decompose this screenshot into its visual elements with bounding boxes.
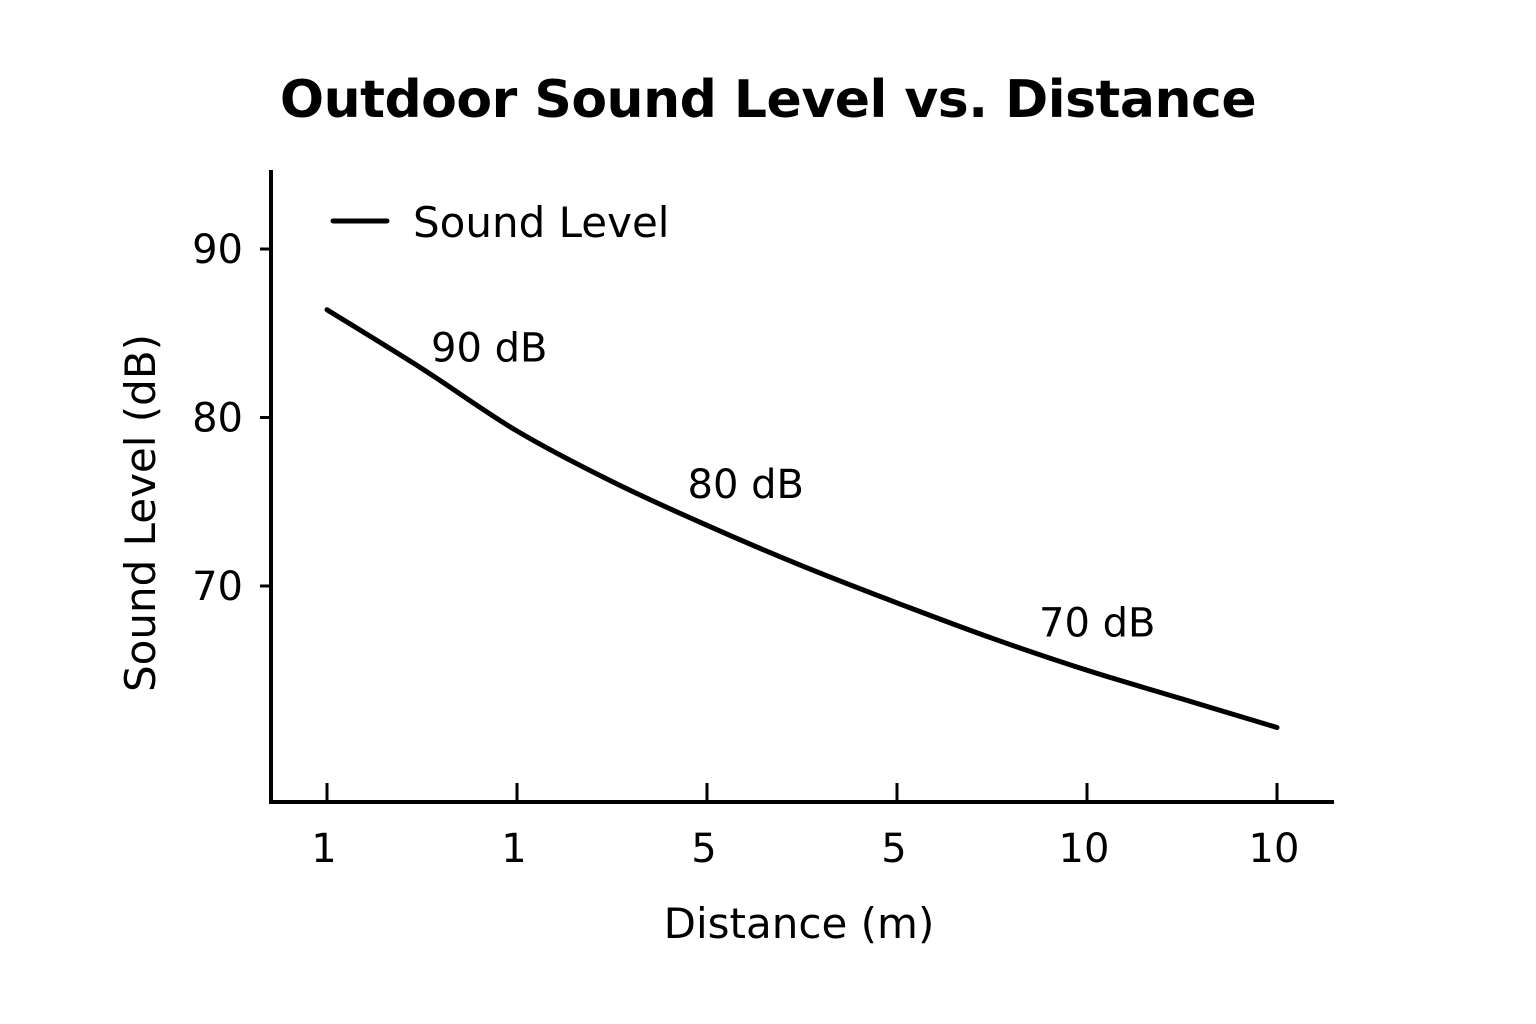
data-label: 90 dB bbox=[431, 326, 547, 372]
legend: Sound Level bbox=[330, 198, 669, 247]
legend-entry-label: Sound Level bbox=[413, 198, 669, 247]
x-axis-label: Distance (m) bbox=[664, 899, 935, 948]
x-tick-label: 10 bbox=[1249, 826, 1300, 872]
y-axis-label: Sound Level (dB) bbox=[116, 334, 165, 692]
x-tick-label: 1 bbox=[501, 826, 526, 872]
series-group bbox=[324, 307, 1280, 730]
x-tick-label: 1 bbox=[311, 826, 336, 872]
y-tick-label: 80 bbox=[192, 396, 243, 442]
axes bbox=[269, 170, 1334, 804]
y-tick-label: 70 bbox=[192, 564, 243, 610]
x-tick-label: 5 bbox=[691, 826, 716, 872]
x-tick-label: 5 bbox=[881, 826, 906, 872]
data-label: 80 dB bbox=[688, 462, 804, 508]
y-tick-label: 90 bbox=[192, 227, 243, 273]
data-label: 70 dB bbox=[1039, 600, 1155, 646]
series-line-sound-level bbox=[324, 307, 1280, 730]
annotation-group: 90 dB 80 dB 70 dB bbox=[431, 326, 1155, 647]
y-ticks: 70 80 90 bbox=[192, 227, 271, 610]
chart-title: Outdoor Sound Level vs. Distance bbox=[279, 70, 1257, 130]
x-tick-label: 10 bbox=[1059, 826, 1110, 872]
x-ticks: 1 1 5 5 10 10 bbox=[311, 783, 1299, 872]
